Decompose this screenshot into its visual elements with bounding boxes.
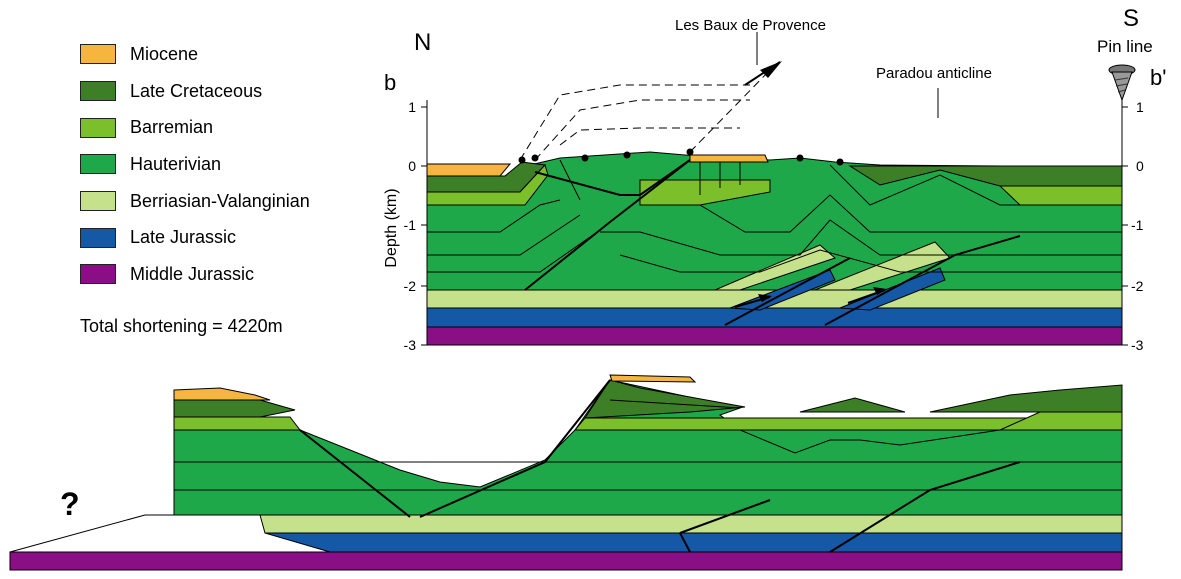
depth-tick-right: -3: [1131, 337, 1144, 353]
section-start-label: b: [384, 70, 396, 95]
depth-tick-left: 1: [408, 99, 416, 115]
south-label: S: [1123, 5, 1139, 32]
restored-middle-jurassic: [9, 551, 1123, 571]
berriasian-valanginian-swatch: [80, 191, 116, 212]
town-label: Les Baux de Provence: [675, 17, 826, 34]
depth-tick-right: -2: [1131, 278, 1144, 294]
thrust-fault-2: [724, 257, 851, 326]
pin-icon: [1108, 64, 1136, 102]
miocene-center: [689, 154, 769, 163]
legend-label: Middle Jurassic: [130, 263, 255, 284]
barremian-swatch: [80, 117, 116, 138]
legend-label: Late Cretaceous: [130, 80, 263, 101]
restored-late-jurassic: [264, 532, 1123, 553]
restored-barremian-left: [173, 416, 302, 431]
legend-label: Barremian: [130, 117, 214, 138]
legend: Miocene Late Cretaceous Barremian Hauter…: [80, 36, 310, 293]
pin-line-label: Pin line: [1097, 37, 1153, 56]
restored-bedding: [174, 399, 1122, 491]
north-label: N: [414, 29, 431, 56]
legend-label: Late Jurassic: [130, 227, 237, 248]
anticline-label: Paradou anticline: [876, 65, 992, 82]
present-day-section: 1 0 -1 -2 -3 1 0 -1 -2 -3 Depth (km) N S…: [383, 5, 1166, 353]
depth-tick-right: 1: [1136, 99, 1144, 115]
legend-label: Berriasian-Valanginian: [130, 190, 310, 211]
late-jurassic-layer: [426, 307, 1123, 328]
restored-miocene-center: [609, 374, 697, 383]
legend-item-berriasian-valanginian: Berriasian-Valanginian: [80, 183, 310, 220]
miocene-left: [426, 163, 512, 177]
barremian-center: [639, 179, 771, 206]
restored-late-cretaceous-center: [584, 379, 746, 419]
detachment-fault: [534, 159, 691, 196]
miocene-swatch: [80, 44, 116, 65]
legend-label: Miocene: [130, 43, 199, 64]
fault-lines: [524, 159, 1021, 326]
depth-tick-left: -2: [404, 278, 417, 294]
hauterivian-swatch: [80, 154, 116, 175]
depth-axis-label: Depth (km): [383, 188, 400, 267]
restored-late-cretaceous-left: [173, 399, 296, 418]
legend-label: Hauterivian: [130, 153, 222, 174]
late-cretaceous-swatch: [80, 81, 116, 102]
main-thrust-fault: [524, 159, 691, 291]
depth-tick-left: 0: [408, 158, 416, 174]
restored-section: ?: [9, 374, 1123, 571]
slip-arrows: [734, 287, 887, 308]
legend-item-late-cretaceous: Late Cretaceous: [80, 73, 310, 110]
total-shortening-text: Total shortening = 4220m: [80, 316, 283, 336]
depth-tick-right: -1: [1131, 217, 1144, 233]
middle-jurassic-swatch: [80, 264, 116, 285]
legend-item-late-jurassic: Late Jurassic: [80, 219, 310, 256]
depth-tick-left: -3: [404, 337, 417, 353]
restored-faults: [299, 379, 1021, 553]
legend-item-barremian: Barremian: [80, 109, 310, 146]
restored-berriasian: [259, 514, 1123, 534]
eroded-restoration-lines: [519, 69, 771, 161]
depth-tick-right: 0: [1136, 158, 1144, 174]
legend-item-miocene: Miocene: [80, 36, 310, 73]
depth-tick-left: -1: [404, 217, 417, 233]
restored-late-cretaceous-right1: [799, 397, 906, 413]
unknown-mark: ?: [60, 486, 80, 522]
thrust-fault-3: [824, 235, 1021, 326]
depth-axes: [421, 100, 1128, 346]
restored-miocene-left: [173, 387, 271, 401]
bedding-lines: [427, 159, 1122, 273]
legend-item-hauterivian: Hauterivian: [80, 146, 310, 183]
legend-item-middle-jurassic: Middle Jurassic: [80, 256, 310, 293]
town-arrow: [744, 61, 782, 86]
section-end-label: b': [1150, 65, 1166, 90]
late-jurassic-swatch: [80, 227, 116, 248]
middle-jurassic-layer: [426, 326, 1123, 346]
restored-late-cretaceous-right2: [929, 384, 1123, 413]
berriasian-wedge-1: [714, 244, 836, 291]
barremian-right: [998, 185, 1123, 206]
